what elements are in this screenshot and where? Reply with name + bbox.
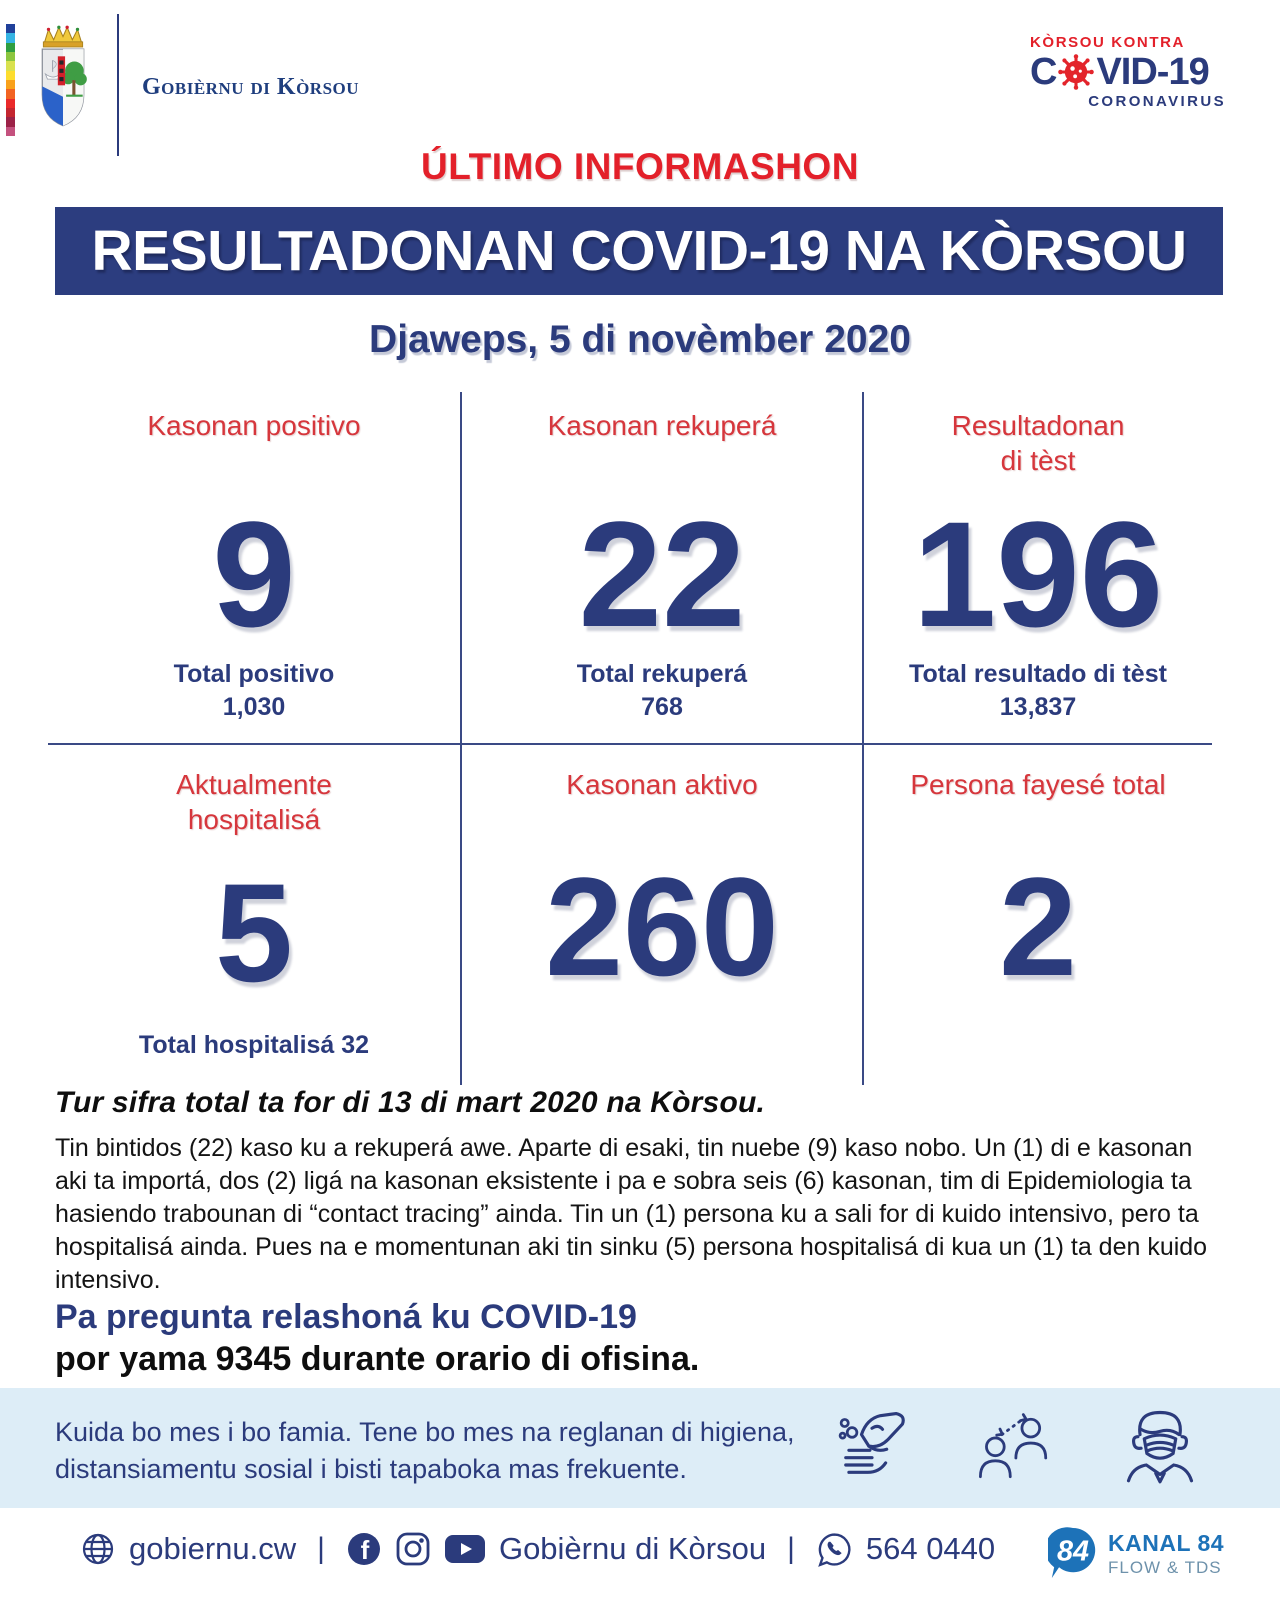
advice-band <box>0 1388 1280 1508</box>
stat-cell-resultadonan-di-test: Resultadonan di tèst 196 Total resultado… <box>864 392 1212 745</box>
footer-separator: | <box>317 1532 325 1565</box>
stat-cell-aktualmente-hospitalisa: Aktualmente hospitalisá 5 Total hospital… <box>48 745 460 1085</box>
stat-label: Aktualmente hospitalisá <box>176 769 332 835</box>
kanal84-tagline: FLOW & TDS <box>1108 1558 1222 1577</box>
footer-contact-row: gobiernu.cw | f Gobièrnu di Kòrsou | 564… <box>80 1524 995 1574</box>
kanal84-name: KANAL 84 <box>1108 1530 1225 1556</box>
kanal84-logo: 84 KANAL 84 FLOW & TDS <box>1048 1526 1224 1582</box>
stat-value: 2 <box>999 848 1077 1005</box>
covid-logo-kicker: KÒRSOU KONTRA <box>1030 34 1185 51</box>
whatsapp-icon <box>818 1532 851 1567</box>
kanal84-text: KANAL 84 FLOW & TDS <box>1108 1530 1224 1578</box>
stat-total-label: Total positivo <box>173 659 335 688</box>
youtube-icon <box>444 1535 485 1563</box>
header-divider <box>117 14 119 156</box>
covid19-brand-logo: KÒRSOU KONTRA C VID-19 CORONAVIRUS <box>1030 34 1226 110</box>
social-distance-icon <box>979 1413 1048 1479</box>
phone-number: 564 0440 <box>865 1531 996 1566</box>
stat-total-value: 13,837 <box>999 693 1077 722</box>
svg-text:84: 84 <box>1057 1536 1089 1568</box>
stat-cell-persona-fayese: Persona fayesé total 2 <box>864 745 1212 1085</box>
stat-cell-kasonan-aktivo: Kasonan aktivo 260 <box>460 745 864 1085</box>
covid-logo-word-end: VID-19 <box>1096 51 1209 93</box>
date-line: Djaweps, 5 di novèmber 2020 <box>369 318 911 361</box>
stat-total-label: Total rekuperá <box>576 659 748 688</box>
stat-total: Total resultado di tèst 13,837 <box>909 658 1167 726</box>
stat-label: Kasonan positivo <box>147 410 361 441</box>
flag-rainbow-stripe <box>6 24 15 136</box>
advice-text: Kuida bo mes i bo famia. Tene bo mes na … <box>55 1414 794 1488</box>
stat-total-value: 768 <box>641 693 683 722</box>
covid-logo-letter-c: C <box>1030 51 1057 93</box>
stat-total-label: Total hospitalisá 32 <box>138 1031 370 1059</box>
face-mask-icon <box>1126 1410 1194 1484</box>
contact-question-line: Pa pregunta relashoná ku COVID-19 <box>55 1298 637 1336</box>
stat-total-value: 1,030 <box>222 693 286 722</box>
coat-of-arms-icon <box>41 25 87 127</box>
stat-label: Kasonan aktivo <box>566 769 758 800</box>
covid-logo-title: C VID-19 <box>1030 53 1226 91</box>
footer-separator: | <box>787 1532 795 1565</box>
advice-line-1: Kuida bo mes i bo famia. Tene bo mes na … <box>55 1417 795 1447</box>
globe-icon <box>82 1533 114 1565</box>
advice-line-2: distansiamentu sosial i bisti tapaboka m… <box>55 1454 687 1484</box>
virus-icon <box>1058 54 1095 90</box>
stat-value: 22 <box>578 489 746 658</box>
kicker-title: ÚLTIMO INFORMASHON <box>421 146 859 187</box>
wash-hands-icon <box>838 1411 905 1474</box>
stats-grid: Kasonan positivo 9 Total positivo 1,030 … <box>48 392 1212 1085</box>
body-paragraph: Tin bintidos (22) kaso ku a rekuperá awe… <box>55 1134 1208 1294</box>
stat-label: Kasonan rekuperá <box>547 410 777 441</box>
instagram-icon <box>396 1532 430 1566</box>
stat-value: 260 <box>545 848 779 1005</box>
note-line: Tur sifra total ta for di 13 di mart 202… <box>55 1086 766 1119</box>
stat-label: Resultadonan di tèst <box>951 410 1125 476</box>
stat-cell-kasonan-positivo: Kasonan positivo 9 Total positivo 1,030 <box>48 392 460 745</box>
stat-total-label: Total resultado di tèst <box>909 659 1167 688</box>
stat-total: Total rekuperá 768 <box>577 658 747 726</box>
stat-total: Total positivo 1,030 <box>174 658 335 726</box>
contact-phone-line: por yama 9345 durante orario di ofisina. <box>55 1340 700 1378</box>
stat-value: 5 <box>215 854 293 1011</box>
facebook-icon: f <box>347 1533 380 1565</box>
banner-title: RESULTADONAN COVID-19 NA KÒRSOU <box>55 207 1223 295</box>
stat-label: Persona fayesé total <box>910 769 1166 800</box>
kanal84-badge-icon: 84 <box>1048 1527 1096 1579</box>
stat-total: Total hospitalisá 32 <box>139 1029 369 1073</box>
social-account-name: Gobièrnu di Kòrsou <box>498 1531 767 1566</box>
stat-cell-kasonan-rekupera: Kasonan rekuperá 22 Total rekuperá 768 <box>460 392 864 745</box>
government-name: Gobièrnu di Kòrsou <box>142 74 360 100</box>
stat-value: 9 <box>212 489 296 658</box>
website-text: gobiernu.cw <box>129 1531 297 1566</box>
svg-text:f: f <box>361 1535 370 1565</box>
stat-value: 196 <box>912 489 1164 658</box>
covid-logo-subtitle: CORONAVIRUS <box>1088 93 1226 110</box>
